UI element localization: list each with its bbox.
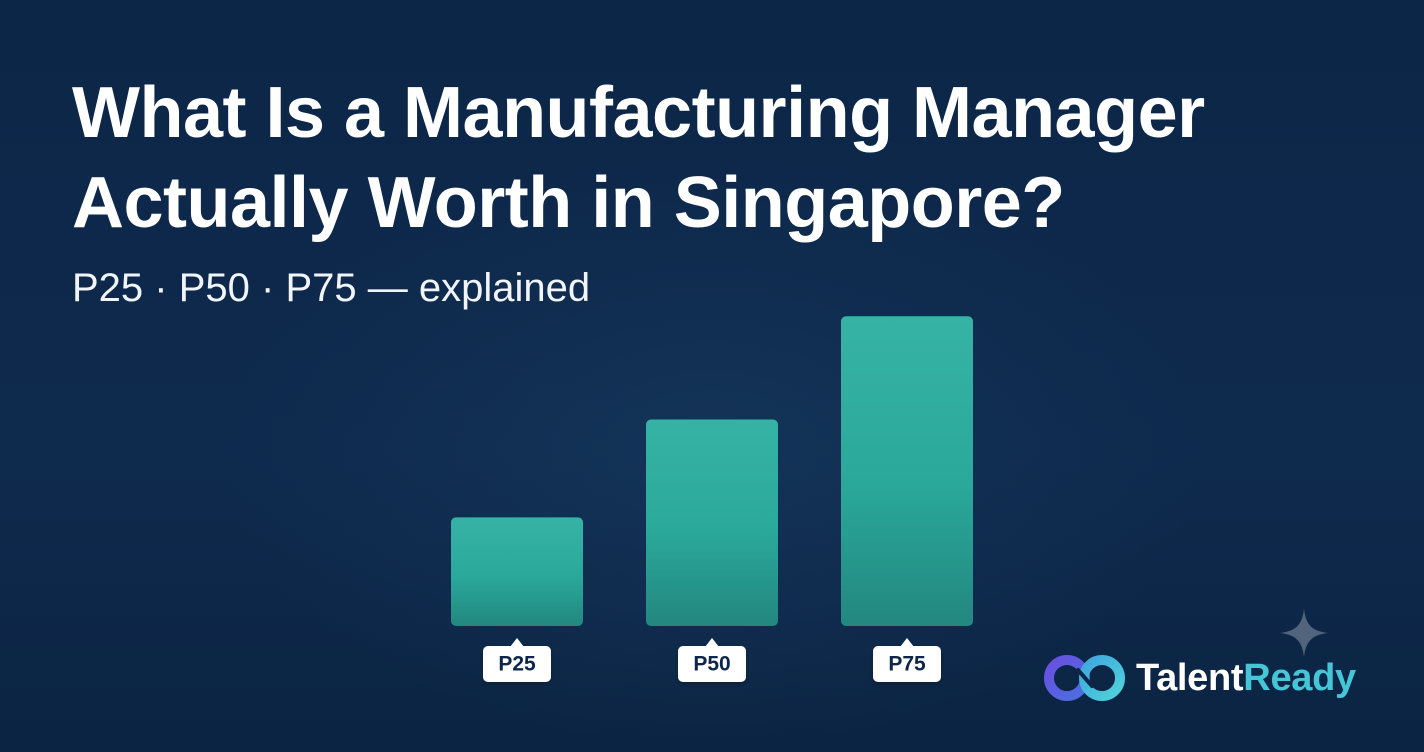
- tick-label-text: P75: [888, 653, 926, 676]
- bar-p25: [451, 517, 583, 626]
- tick-label-pill: [483, 646, 551, 682]
- tick-label-text: P50: [693, 653, 730, 676]
- brand-name-part-ready: Ready: [1243, 657, 1356, 699]
- title-line-1: What Is a Manufacturing Manager: [72, 73, 1205, 153]
- labels-layer: P25 P50 P75: [483, 638, 941, 682]
- tick-pointer: [705, 638, 719, 647]
- page-title: What Is a Manufacturing Manager Actually…: [72, 68, 1362, 248]
- tick-pointer: [510, 638, 524, 647]
- infinity-link-icon: [1044, 655, 1125, 701]
- sparkle-icon: [1280, 609, 1328, 657]
- tick-label-p75: P75: [873, 638, 941, 682]
- tick-label-pill: [678, 646, 746, 682]
- brand-logo: TalentReady: [1042, 648, 1356, 708]
- bars-layer: [451, 316, 973, 626]
- subtitle: P25 · P50 · P75 — explained: [72, 266, 591, 310]
- title-line-2: Actually Worth in Singapore?: [72, 163, 1065, 243]
- brand-name: TalentReady: [1136, 648, 1356, 708]
- tick-label-pill: [873, 646, 941, 682]
- brand-name-part-talent: Talent: [1136, 657, 1244, 699]
- tick-label-text: P25: [498, 653, 536, 676]
- tick-pointer: [900, 638, 914, 647]
- bar-p75: [841, 316, 973, 626]
- bar-p50: [646, 419, 778, 626]
- tick-label-p25: P25: [483, 638, 551, 682]
- tick-label-p50: P50: [678, 638, 746, 682]
